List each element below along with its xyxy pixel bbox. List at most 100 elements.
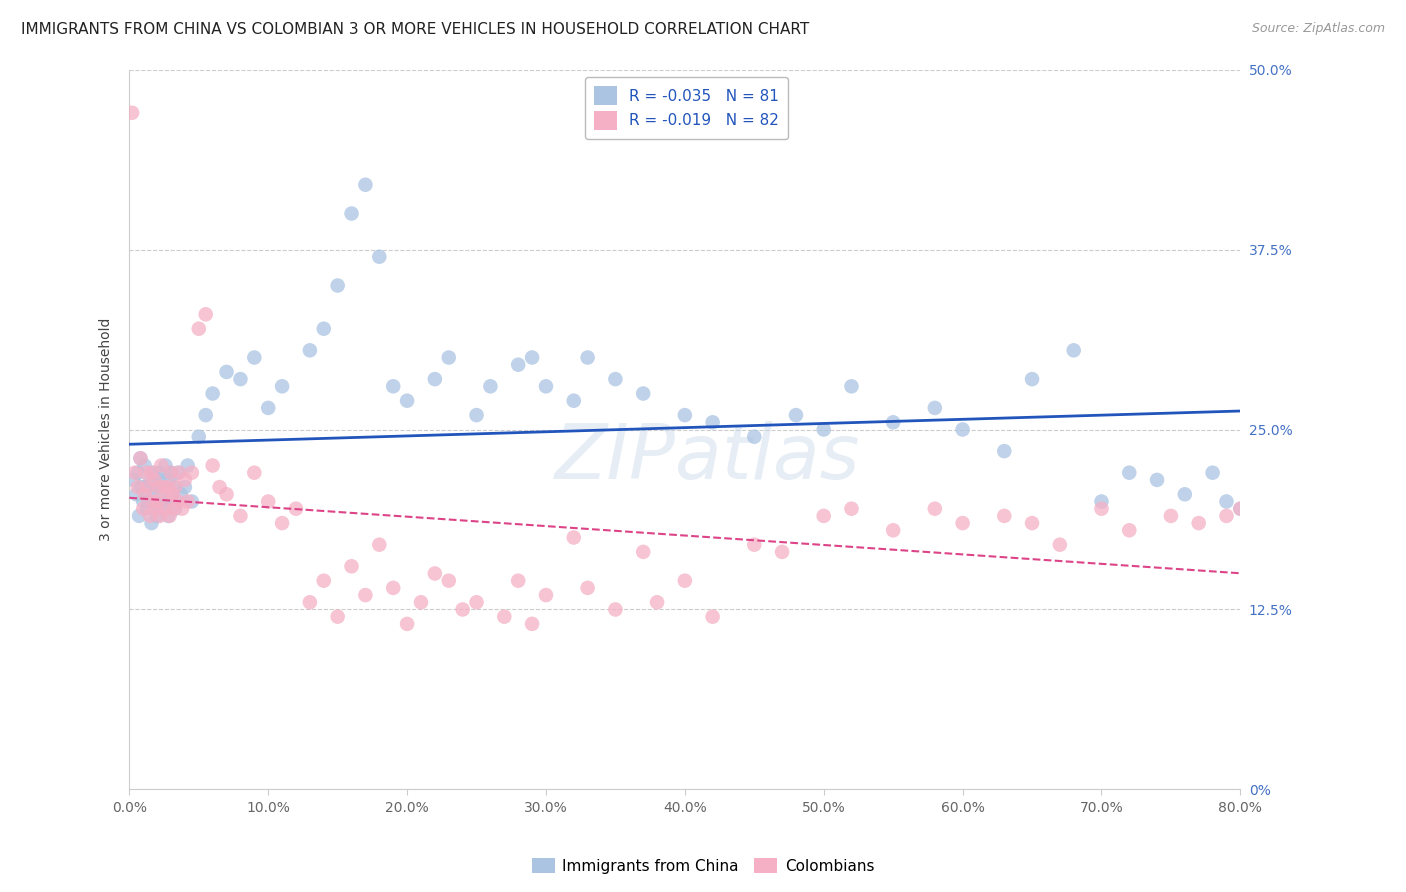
Point <box>702 415 724 429</box>
Point <box>494 609 516 624</box>
Point <box>813 508 835 523</box>
Point <box>173 473 195 487</box>
Point <box>155 458 177 473</box>
Point <box>576 581 599 595</box>
Point <box>451 602 474 616</box>
Point <box>354 178 377 192</box>
Point <box>1118 523 1140 537</box>
Point <box>201 386 224 401</box>
Point <box>167 466 190 480</box>
Point <box>423 566 446 581</box>
Point <box>605 602 627 616</box>
Point <box>180 494 202 508</box>
Y-axis label: 3 or more Vehicles in Household: 3 or more Vehicles in Household <box>100 318 114 541</box>
Point <box>993 508 1015 523</box>
Text: ZIPatlas: ZIPatlas <box>554 421 859 495</box>
Point <box>841 379 863 393</box>
Point <box>409 595 432 609</box>
Point <box>520 616 543 631</box>
Point <box>169 466 191 480</box>
Point <box>1146 473 1168 487</box>
Point <box>326 609 349 624</box>
Point <box>465 595 488 609</box>
Point <box>1021 516 1043 530</box>
Point <box>396 616 419 631</box>
Point <box>138 494 160 508</box>
Point <box>631 386 654 401</box>
Point <box>131 480 153 494</box>
Point <box>465 408 488 422</box>
Point <box>952 516 974 530</box>
Point <box>479 379 502 393</box>
Point <box>160 466 183 480</box>
Point <box>312 322 335 336</box>
Point <box>155 501 177 516</box>
Point <box>271 379 294 393</box>
Point <box>742 430 765 444</box>
Point <box>127 480 149 494</box>
Point <box>354 588 377 602</box>
Point <box>187 430 209 444</box>
Point <box>562 531 585 545</box>
Point <box>215 365 238 379</box>
Point <box>165 501 187 516</box>
Point <box>1201 466 1223 480</box>
Point <box>1090 494 1112 508</box>
Point <box>136 480 159 494</box>
Point <box>142 466 165 480</box>
Point <box>143 487 166 501</box>
Point <box>396 393 419 408</box>
Point <box>172 501 194 516</box>
Point <box>368 250 391 264</box>
Point <box>298 343 321 358</box>
Point <box>215 487 238 501</box>
Point <box>176 458 198 473</box>
Point <box>785 408 807 422</box>
Point <box>208 480 231 494</box>
Point <box>271 516 294 530</box>
Point <box>153 480 176 494</box>
Point <box>312 574 335 588</box>
Point <box>149 473 172 487</box>
Point <box>141 516 163 530</box>
Point <box>129 451 152 466</box>
Point <box>243 466 266 480</box>
Point <box>157 508 180 523</box>
Point <box>125 487 148 501</box>
Legend: R = -0.035   N = 81, R = -0.019   N = 82: R = -0.035 N = 81, R = -0.019 N = 82 <box>585 78 789 139</box>
Point <box>148 466 170 480</box>
Point <box>1215 494 1237 508</box>
Point <box>770 545 793 559</box>
Point <box>882 523 904 537</box>
Point <box>257 494 280 508</box>
Point <box>176 494 198 508</box>
Point <box>201 458 224 473</box>
Point <box>645 595 668 609</box>
Point <box>148 480 170 494</box>
Point <box>170 487 193 501</box>
Point <box>993 444 1015 458</box>
Point <box>924 501 946 516</box>
Point <box>437 574 460 588</box>
Text: Source: ZipAtlas.com: Source: ZipAtlas.com <box>1251 22 1385 36</box>
Point <box>153 480 176 494</box>
Point <box>152 494 174 508</box>
Point <box>243 351 266 365</box>
Point <box>142 494 165 508</box>
Point <box>139 508 162 523</box>
Point <box>1049 538 1071 552</box>
Point <box>145 501 167 516</box>
Point <box>145 480 167 494</box>
Point <box>1118 466 1140 480</box>
Point <box>173 480 195 494</box>
Point <box>156 494 179 508</box>
Point <box>134 487 156 501</box>
Point <box>132 494 155 508</box>
Point <box>132 501 155 516</box>
Point <box>882 415 904 429</box>
Point <box>257 401 280 415</box>
Point <box>285 501 308 516</box>
Point <box>742 538 765 552</box>
Point <box>340 206 363 220</box>
Point <box>163 501 186 516</box>
